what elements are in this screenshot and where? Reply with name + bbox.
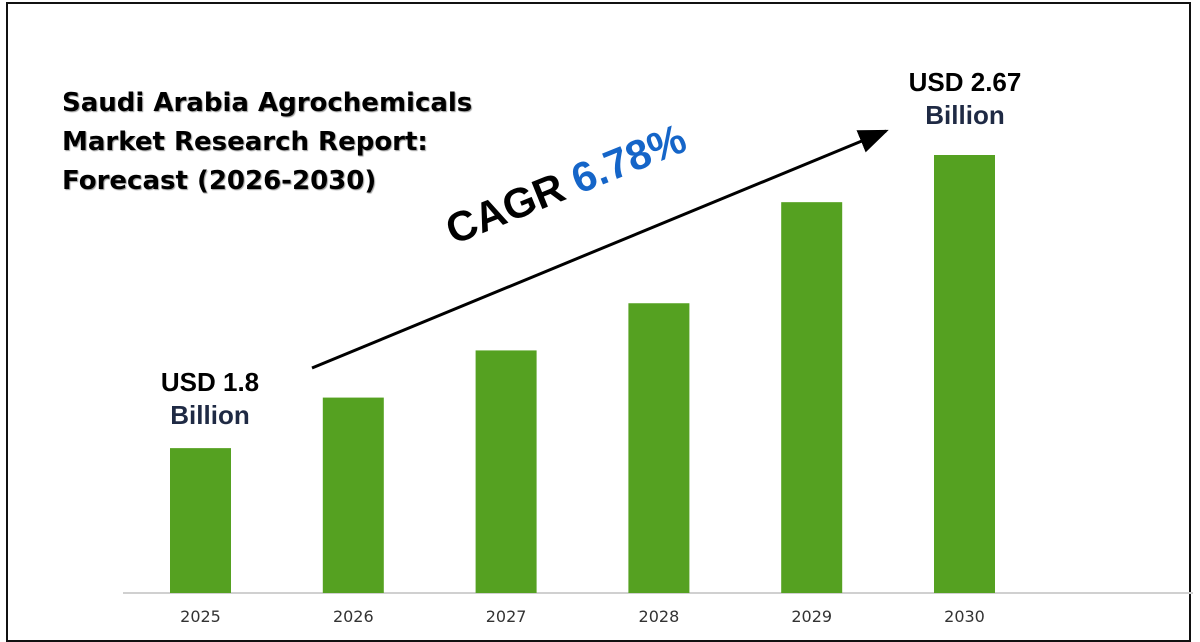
title-line-3: Forecast (2026-2030): [62, 166, 377, 196]
bar-2026: [322, 397, 384, 593]
bar-2029: [781, 202, 843, 593]
end-value-label: USD 2.67 Billion: [895, 66, 1035, 132]
trend-arrow: [311, 129, 889, 370]
start-value-label: USD 1.8 Billion: [140, 366, 280, 432]
start-value-unit: Billion: [170, 400, 250, 430]
x-tick-label: 2030: [944, 607, 985, 626]
x-tick-label: 2027: [486, 607, 527, 626]
x-tick-label: 2029: [791, 607, 832, 626]
start-value-amount: USD 1.8: [160, 367, 260, 397]
bar-2027: [475, 350, 537, 593]
x-tick-label: 2025: [180, 607, 221, 626]
end-value-unit: Billion: [925, 100, 1005, 130]
bar-2025: [170, 448, 231, 593]
x-tick-label: 2026: [333, 607, 374, 626]
bar-2028: [628, 303, 690, 593]
title-line-1: Saudi Arabia Agrochemicals: [62, 88, 473, 118]
end-value-amount: USD 2.67: [908, 67, 1022, 97]
bar-2030: [934, 155, 995, 593]
chart-title: Saudi Arabia Agrochemicals Market Resear…: [62, 84, 472, 201]
title-line-2: Market Research Report:: [62, 127, 428, 157]
x-tick-label: 2028: [639, 607, 680, 626]
